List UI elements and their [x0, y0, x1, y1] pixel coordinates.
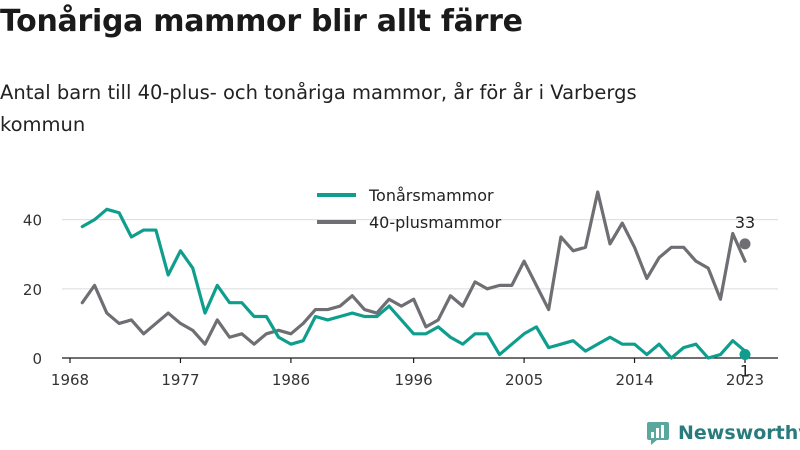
y-tick-label: 20 — [23, 281, 42, 299]
end-label-40-plusmammor: 33 — [735, 213, 755, 232]
x-tick-label: 2014 — [615, 371, 653, 389]
end-label-tonarsmammor: 1 — [740, 362, 750, 381]
x-tick-label: 1996 — [395, 371, 433, 389]
end-point-40-plusmammor — [739, 238, 751, 250]
series-line-40-plusmammor — [80, 190, 747, 346]
x-tick-label: 1968 — [51, 371, 89, 389]
gridlines — [62, 219, 778, 290]
legend: Tonårsmammor 40-plusmammor — [317, 186, 502, 232]
chart-subtitle: Antal barn till 40-plus- och tonåriga ma… — [0, 81, 637, 136]
x-tick-label: 2023 — [726, 371, 764, 389]
brand-name: Newsworthy — [678, 422, 800, 444]
end-point-tonarsmammor — [739, 349, 751, 361]
series-lines: 33 1 — [80, 190, 755, 381]
legend-label-40-plusmammor: 40-plusmammor — [369, 213, 502, 232]
legend-label-tonarsmammor: Tonårsmammor — [368, 186, 494, 205]
x-tick-label: 2005 — [505, 371, 543, 389]
newsworthy-logo-icon — [647, 422, 669, 445]
axes: 0 20 40 1968 1977 1986 1996 2005 2014 2023 — [23, 212, 778, 389]
y-tick-label: 0 — [32, 350, 42, 368]
x-tick-label: 1986 — [272, 371, 310, 389]
chart-title: Tonåriga mammor blir allt färre — [0, 4, 523, 39]
x-tick-label: 1977 — [161, 371, 199, 389]
series-line-tonarsmammor — [80, 207, 747, 360]
newsworthy-logo: Newsworthy — [645, 420, 800, 446]
y-tick-label: 40 — [23, 212, 42, 230]
